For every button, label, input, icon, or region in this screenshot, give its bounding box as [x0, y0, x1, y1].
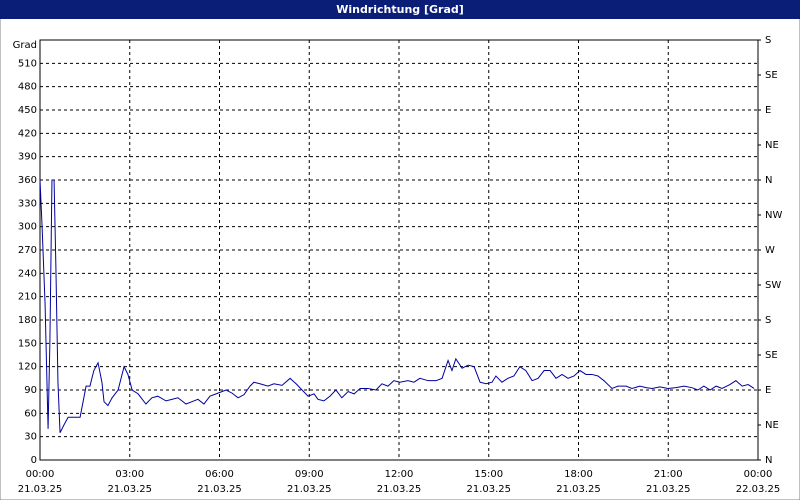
y-tick-label: 450	[18, 105, 37, 116]
x-tick-label: 03:00	[115, 469, 144, 480]
y-tick-label: 180	[18, 315, 37, 326]
y-tick-label: 510	[18, 58, 37, 69]
y-tick-label: 480	[18, 82, 37, 93]
x-tick-date: 22.03.25	[736, 484, 781, 495]
data-line	[39, 179, 755, 434]
y-tick-label: 390	[18, 152, 37, 163]
x-tick-date: 21.03.25	[646, 484, 691, 495]
y-tick-label: 120	[18, 362, 37, 373]
y-tick-label: 90	[24, 385, 37, 396]
y-tick-label: 150	[18, 338, 37, 349]
y-tick-label: 210	[18, 292, 37, 303]
x-tick-date: 21.03.25	[287, 484, 332, 495]
y-tick-label: 270	[18, 245, 37, 256]
chart-title: Windrichtung [Grad]	[336, 3, 464, 16]
y2-tick-label: S	[765, 315, 771, 326]
y-tick-label: 240	[18, 268, 37, 279]
x-tick-label: 00:00	[744, 469, 773, 480]
title-bar	[0, 0, 800, 19]
y-tick-label: 420	[18, 128, 37, 139]
y-tick-label: 0	[31, 455, 37, 466]
y2-tick-label: SE	[765, 70, 778, 81]
y2-tick-label: E	[765, 105, 771, 116]
y2-tick-label: NE	[765, 140, 779, 151]
y2-tick-label: S	[765, 35, 771, 46]
y-tick-label: 360	[18, 175, 37, 186]
x-tick-date: 21.03.25	[466, 484, 511, 495]
x-tick-label: 18:00	[564, 469, 593, 480]
y2-tick-label: N	[765, 175, 772, 186]
y2-tick-label: E	[765, 385, 771, 396]
y2-tick-label: NW	[765, 210, 782, 221]
y2-tick-label: NE	[765, 420, 779, 431]
x-tick-date: 21.03.25	[107, 484, 152, 495]
y-axis-label: Grad	[13, 40, 37, 51]
x-tick-label: 12:00	[385, 469, 414, 480]
x-tick-date: 21.03.25	[556, 484, 601, 495]
y-tick-label: 30	[24, 432, 37, 443]
x-tick-date: 21.03.25	[377, 484, 422, 495]
y-tick-label: 330	[18, 198, 37, 209]
y2-tick-label: SE	[765, 350, 778, 361]
x-tick-date: 21.03.25	[197, 484, 242, 495]
x-tick-label: 21:00	[654, 469, 683, 480]
plot-frame	[39, 39, 759, 461]
y2-tick-label: SW	[765, 280, 781, 291]
x-tick-label: 00:00	[26, 469, 55, 480]
x-tick-label: 06:00	[205, 469, 234, 480]
x-tick-date: 21.03.25	[18, 484, 63, 495]
y-tick-label: 60	[24, 408, 37, 419]
y2-tick-label: N	[765, 455, 772, 466]
y-tick-label: 300	[18, 222, 37, 233]
x-tick-label: 15:00	[474, 469, 503, 480]
x-tick-label: 09:00	[295, 469, 324, 480]
y2-tick-label: W	[765, 245, 775, 256]
